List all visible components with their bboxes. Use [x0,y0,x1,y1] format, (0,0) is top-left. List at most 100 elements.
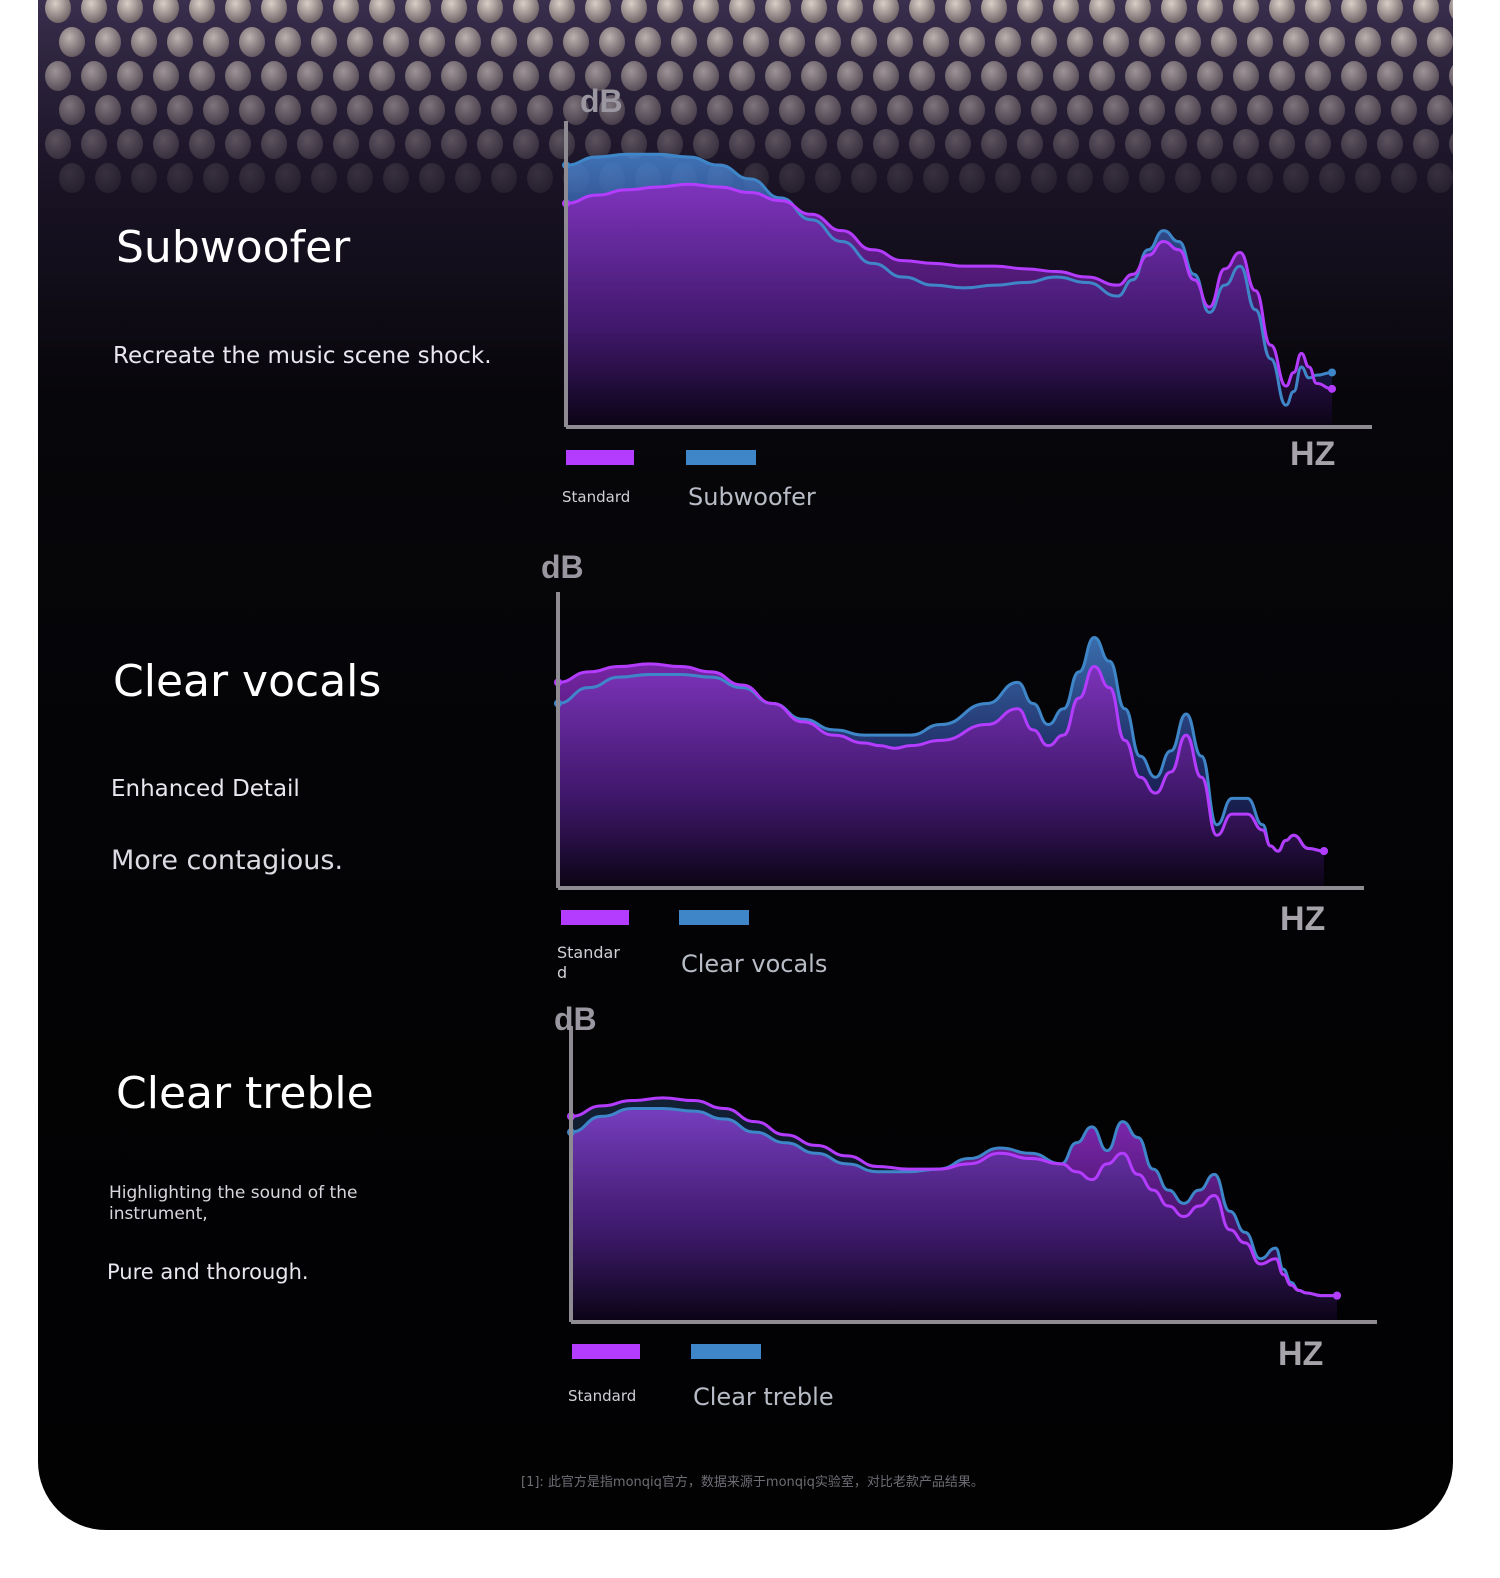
knob-icon [887,163,913,193]
knob-icon [117,129,143,159]
knob-icon [621,0,647,23]
knob-icon [1125,61,1151,91]
knob-icon [239,27,265,57]
knob-icon [657,61,683,91]
knob-icon [1233,129,1259,159]
knob-icon [513,129,539,159]
point-end-standard [1333,1291,1341,1300]
knob-icon [1139,163,1165,193]
knob-icon [45,129,71,159]
knob-icon [153,129,179,159]
knob-icon [239,163,265,193]
knob-icon [995,27,1021,57]
knob-icon [1319,163,1345,193]
knob-icon [1413,0,1439,23]
knob-icon [261,0,287,23]
knob-icon [563,95,589,125]
legend-label-alt: Subwoofer [688,483,816,511]
knob-icon [585,61,611,91]
knob-icon [491,163,517,193]
legend-label-standard: Standard [568,1387,636,1405]
product-panel: Subwoofer Recreate the music scene shock… [38,0,1453,1530]
knob-icon [585,129,611,159]
knob-icon [1053,129,1079,159]
section-desc-line2-clear-treble: Pure and thorough. [107,1260,309,1284]
section-desc-line1-clear-vocals: Enhanced Detail [111,776,300,802]
knob-icon [1377,0,1403,23]
knob-icon [621,61,647,91]
knob-icon [1067,27,1093,57]
knob-icon [1089,61,1115,91]
knob-icon [1341,61,1367,91]
knob-icon [1161,0,1187,23]
frequency-response-charts: dB HZ Standard Subwoofer dB HZ Standard Clear v… [541,83,1377,1411]
footnote: [1]: 此官方是指monqiq官方，数据来源于monqiq实验室，对比老款产品… [521,1475,984,1490]
knob-icon [1305,0,1331,23]
knob-icon [225,61,251,91]
knob-icon [563,27,589,57]
legend-swatch-alt [686,450,756,465]
knob-icon [239,95,265,125]
knob-icon [779,163,805,193]
knob-icon [995,163,1021,193]
knob-icon [765,0,791,23]
knob-icon [549,129,575,159]
section-desc-line1-clear-treble: Highlighting the sound of the instrument… [109,1183,358,1224]
knob-icon [527,95,553,125]
knob-icon [1197,0,1223,23]
knob-icon [189,129,215,159]
knob-icon [333,61,359,91]
knob-icon [837,61,863,91]
knob-icon [1391,27,1417,57]
knob-icon [621,129,647,159]
knob-icon [1089,0,1115,23]
knob-icon [491,27,517,57]
knob-icon [455,27,481,57]
knob-icon [671,27,697,57]
knob-icon [779,27,805,57]
knob-icon [441,0,467,23]
knob-icon [671,95,697,125]
knob-icon [923,163,949,193]
legend-swatch-alt [679,910,749,925]
knob-icon [203,27,229,57]
knob-icon [405,61,431,91]
x-axis-label: HZ [1278,1335,1323,1373]
knob-icon [1017,129,1043,159]
knob-icon [1031,95,1057,125]
knob-icon [153,61,179,91]
knob-icon [1161,129,1187,159]
area-standard [571,1097,1337,1322]
knob-icon [1233,61,1259,91]
knob-icon [1283,163,1309,193]
knob-icon [837,0,863,23]
knob-icon [1139,95,1165,125]
knob-icon [765,129,791,159]
knob-icon [1211,163,1237,193]
x-axis-label: HZ [1280,900,1325,938]
y-axis-label: dB [580,83,623,119]
knob-icon [887,95,913,125]
knob-icon [527,27,553,57]
knob-icon [441,129,467,159]
knob-icon [1247,95,1273,125]
knob-icon [1103,95,1129,125]
knob-icon [1103,163,1129,193]
knob-icon [419,163,445,193]
knob-icon [167,163,193,193]
knob-icon [261,129,287,159]
knob-icon [599,27,625,57]
knob-icon [369,61,395,91]
knob-icon [131,163,157,193]
knob-icon [923,27,949,57]
knob-icon [1269,0,1295,23]
knob-icon [1341,0,1367,23]
knob-icon [1283,27,1309,57]
knob-icon [117,0,143,23]
knob-icon [743,27,769,57]
knob-icon [1341,129,1367,159]
knob-icon [333,129,359,159]
legend-label-alt: Clear vocals [681,950,827,978]
knob-icon [873,129,899,159]
section-title-clear-vocals: Clear vocals [113,656,382,707]
